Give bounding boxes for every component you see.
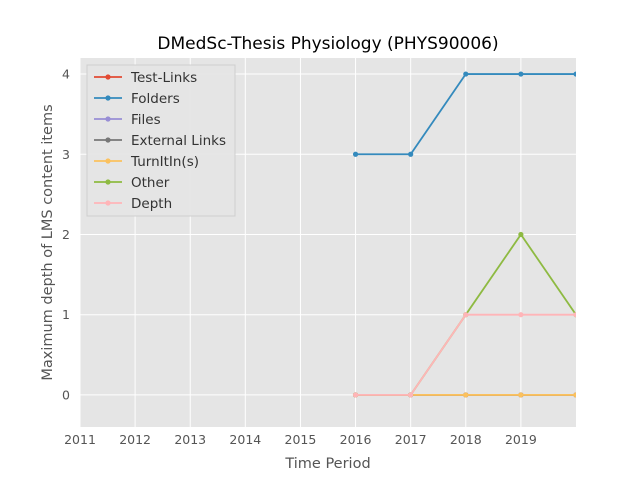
legend-swatch-marker	[105, 158, 111, 164]
x-tick-label: 2017	[395, 432, 427, 447]
chart-title: DMedSc-Thesis Physiology (PHYS90006)	[157, 34, 498, 54]
legend-label: Folders	[131, 91, 180, 107]
x-tick-label: 2011	[64, 432, 96, 447]
x-tick-label: 2019	[505, 432, 537, 447]
data-point	[463, 312, 469, 318]
legend-swatch-marker	[105, 95, 111, 101]
legend-label: Files	[131, 112, 161, 128]
y-tick-label: 3	[62, 147, 70, 162]
legend-label: External Links	[131, 133, 226, 149]
y-axis-label: Maximum depth of LMS content items	[40, 104, 56, 380]
legend-label: Other	[131, 175, 170, 191]
data-point	[518, 312, 524, 318]
data-point	[518, 231, 524, 238]
legend-item: Other	[94, 175, 170, 191]
legend-swatch-marker	[105, 116, 111, 122]
x-tick-label: 2018	[450, 432, 482, 447]
y-tick-label: 1	[62, 307, 70, 322]
x-tick-label: 2013	[174, 432, 206, 447]
legend-label: Test-Links	[130, 70, 197, 86]
data-point	[573, 392, 576, 398]
legend-item: TurnItIn(s)	[94, 154, 199, 170]
legend-item: External Links	[94, 133, 226, 149]
series-folders	[352, 71, 576, 157]
data-point	[518, 71, 524, 77]
legend-item: Files	[94, 112, 161, 128]
legend: Test-Links Folders Files External Links Turn…	[86, 64, 236, 217]
legend-item: Depth	[94, 196, 172, 212]
data-point	[408, 151, 414, 157]
x-axis-label: Time Period	[284, 456, 370, 472]
legend-item: Folders	[94, 91, 180, 107]
data-point	[573, 71, 576, 77]
legend-swatch-marker	[105, 179, 111, 185]
legend-swatch-marker	[105, 200, 111, 206]
x-tick-label: 2015	[285, 432, 317, 447]
data-point	[573, 312, 576, 318]
legend-swatch-marker	[105, 74, 111, 80]
series-depth	[352, 312, 576, 398]
y-tick-label: 0	[62, 387, 70, 402]
x-tick-label: 2016	[340, 432, 372, 447]
y-tick-label: 2	[62, 227, 70, 242]
data-point	[463, 392, 469, 398]
legend-swatch-marker	[105, 137, 111, 143]
x-tick-label: 2014	[229, 432, 261, 447]
legend-label: TurnItIn(s)	[130, 154, 199, 170]
data-point	[463, 71, 469, 77]
series-layer	[352, 71, 576, 398]
legend-label: Depth	[131, 196, 172, 212]
y-tick-label: 4	[62, 67, 70, 82]
data-point	[408, 392, 414, 398]
legend-item: Test-Links	[94, 70, 197, 86]
data-point	[518, 392, 524, 398]
data-point	[352, 151, 359, 157]
data-point	[352, 392, 359, 398]
x-tick-label: 2012	[119, 432, 151, 447]
tick-labels: 2011 2012 2013 2014 2015 2016 2017 2018 2019 0 1 2 3…	[62, 67, 537, 447]
